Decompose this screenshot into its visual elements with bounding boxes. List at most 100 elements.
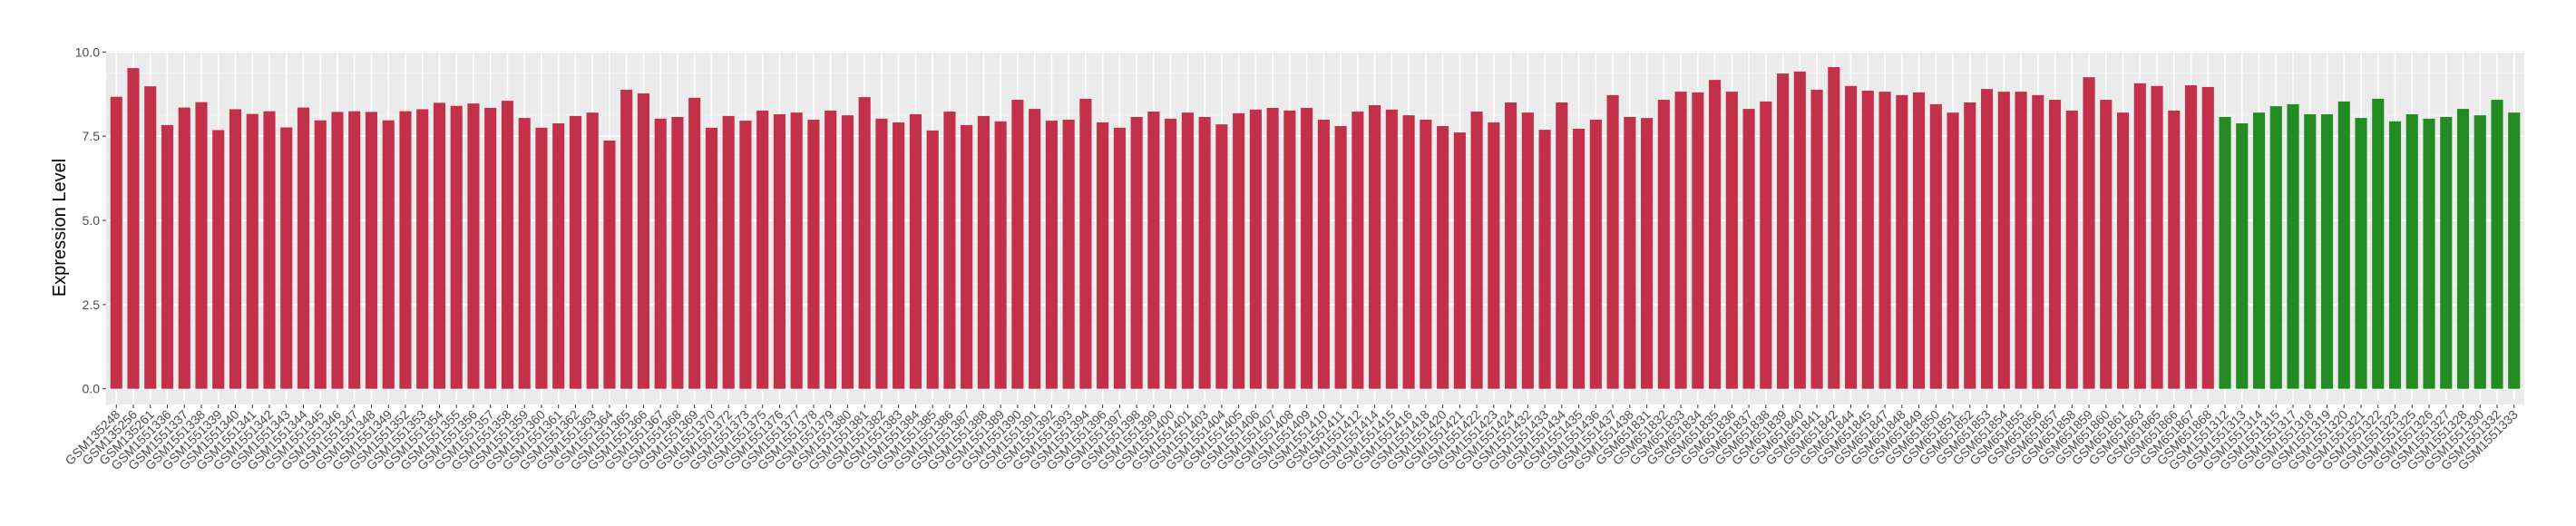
bar-GSM1551380	[841, 115, 854, 389]
bar-GSM651859	[2083, 77, 2095, 389]
bar-GSM1551406	[1249, 109, 1262, 389]
bar-GSM1551318	[2304, 114, 2317, 389]
bar-GSM1551388	[977, 115, 990, 389]
bar-GSM1551365	[620, 89, 633, 389]
bar-GSM651852	[1964, 102, 1976, 389]
bar-GSM1551397	[1113, 127, 1126, 389]
bar-GSM1551409	[1301, 107, 1313, 389]
bar-GSM651868	[2201, 86, 2214, 389]
bar-GSM1551375	[756, 110, 769, 389]
bar-GSM1551320	[2337, 101, 2350, 389]
bar-GSM1551389	[994, 121, 1007, 389]
bar-GSM1551433	[1538, 130, 1551, 389]
bar-GSM1551434	[1556, 102, 1568, 389]
bar-GSM1551312	[2219, 116, 2231, 389]
bar-GSM1551435	[1573, 128, 1586, 389]
bar-GSM1551360	[535, 127, 548, 389]
bar-GSM1551342	[263, 111, 276, 389]
bar-GSM1551352	[399, 111, 412, 389]
bar-GSM651855	[2015, 92, 2027, 389]
bar-GSM1551338	[195, 102, 208, 389]
bar-GSM651834	[1692, 92, 1704, 389]
bar-GSM1551438	[1624, 116, 1636, 389]
bar-GSM1551424	[1505, 102, 1517, 389]
bar-GSM1551393	[1062, 119, 1075, 389]
bar-GSM1551332	[2491, 100, 2503, 389]
bar-GSM1551394	[1079, 98, 1092, 389]
bar-GSM651856	[2032, 94, 2044, 389]
bar-GSM1551407	[1266, 107, 1279, 389]
bar-GSM1551411	[1334, 126, 1347, 389]
bars	[110, 67, 2521, 389]
bar-GSM651851	[1947, 112, 1959, 389]
bar-GSM1551381	[858, 97, 871, 389]
bar-GSM651853	[1980, 89, 1994, 389]
bar-GSM1551325	[2405, 114, 2418, 389]
bar-GSM1551416	[1402, 115, 1415, 389]
bar-GSM1551315	[2269, 106, 2282, 389]
bar-GSM1551378	[807, 119, 820, 389]
bar-GSM1551377	[790, 112, 803, 389]
bar-GSM1551400	[1165, 118, 1177, 389]
bar-GSM651854	[1997, 92, 2010, 389]
bar-GSM1551346	[331, 112, 344, 389]
bar-GSM1551386	[943, 112, 956, 389]
bar-GSM1551410	[1317, 119, 1330, 389]
bar-GSM1551422	[1470, 112, 1483, 389]
bar-GSM651860	[2100, 100, 2113, 389]
bar-GSM651845	[1861, 91, 1874, 389]
y-tick-label: 7.5	[83, 129, 101, 143]
bar-GSM1551341	[246, 113, 259, 389]
bar-GSM1551359	[518, 118, 531, 389]
bar-GSM1551355	[450, 105, 463, 389]
y-tick-label: 0.0	[83, 382, 101, 396]
bar-GSM651861	[2116, 112, 2130, 389]
bar-GSM1551367	[654, 118, 667, 389]
bar-GSM1551363	[586, 112, 599, 389]
bar-GSM651836	[1725, 92, 1738, 389]
bar-GSM1551398	[1130, 116, 1143, 389]
bar-GSM1551321	[2355, 118, 2367, 389]
bar-GSM1551418	[1420, 119, 1432, 389]
bar-GSM1551322	[2372, 98, 2385, 389]
bar-GSM135261	[144, 86, 157, 389]
bar-GSM1551404	[1215, 124, 1228, 389]
bar-GSM1551313	[2236, 123, 2249, 389]
bar-GSM1551314	[2252, 112, 2266, 389]
bar-GSM1551392	[1045, 121, 1058, 389]
bar-GSM651832	[1657, 100, 1670, 389]
bar-GSM1551358	[501, 101, 514, 389]
bar-GSM651831	[1641, 118, 1654, 389]
bar-GSM1551399	[1147, 112, 1160, 389]
bar-GSM1551317	[2287, 103, 2299, 389]
y-axis: 0.0 2.5 5.0 7.5 10.0	[75, 44, 106, 396]
bar-GSM1551330	[2474, 115, 2486, 389]
bar-GSM1551333	[2508, 112, 2521, 389]
y-tick-label: 2.5	[83, 297, 101, 312]
bar-GSM651863	[2133, 83, 2146, 389]
bar-GSM1551384	[909, 114, 922, 389]
bar-GSM1551319	[2320, 114, 2334, 389]
bar-GSM1551415	[1385, 109, 1398, 389]
bar-GSM651867	[2184, 85, 2198, 389]
bar-GSM1551396	[1097, 122, 1109, 389]
bar-GSM1551361	[552, 123, 565, 389]
bar-GSM651844	[1845, 85, 1858, 389]
bar-GSM1551364	[603, 140, 616, 389]
y-tick-label: 5.0	[83, 213, 101, 228]
y-tick-label: 10.0	[75, 44, 100, 59]
bar-GSM1551340	[229, 109, 242, 389]
bar-GSM1551368	[671, 116, 684, 389]
bar-GSM1551356	[467, 103, 480, 389]
bar-GSM1551366	[637, 93, 650, 389]
bar-GSM651858	[2065, 110, 2078, 389]
bar-GSM651838	[1760, 101, 1772, 389]
bar-GSM1551326	[2423, 118, 2435, 389]
bar-GSM1551408	[1283, 110, 1296, 389]
bar-GSM1551348	[365, 112, 378, 389]
bar-GSM651857	[2048, 100, 2062, 389]
bar-GSM651835	[1709, 80, 1722, 389]
bar-GSM1551339	[212, 130, 225, 389]
bar-GSM1551336	[161, 124, 174, 389]
